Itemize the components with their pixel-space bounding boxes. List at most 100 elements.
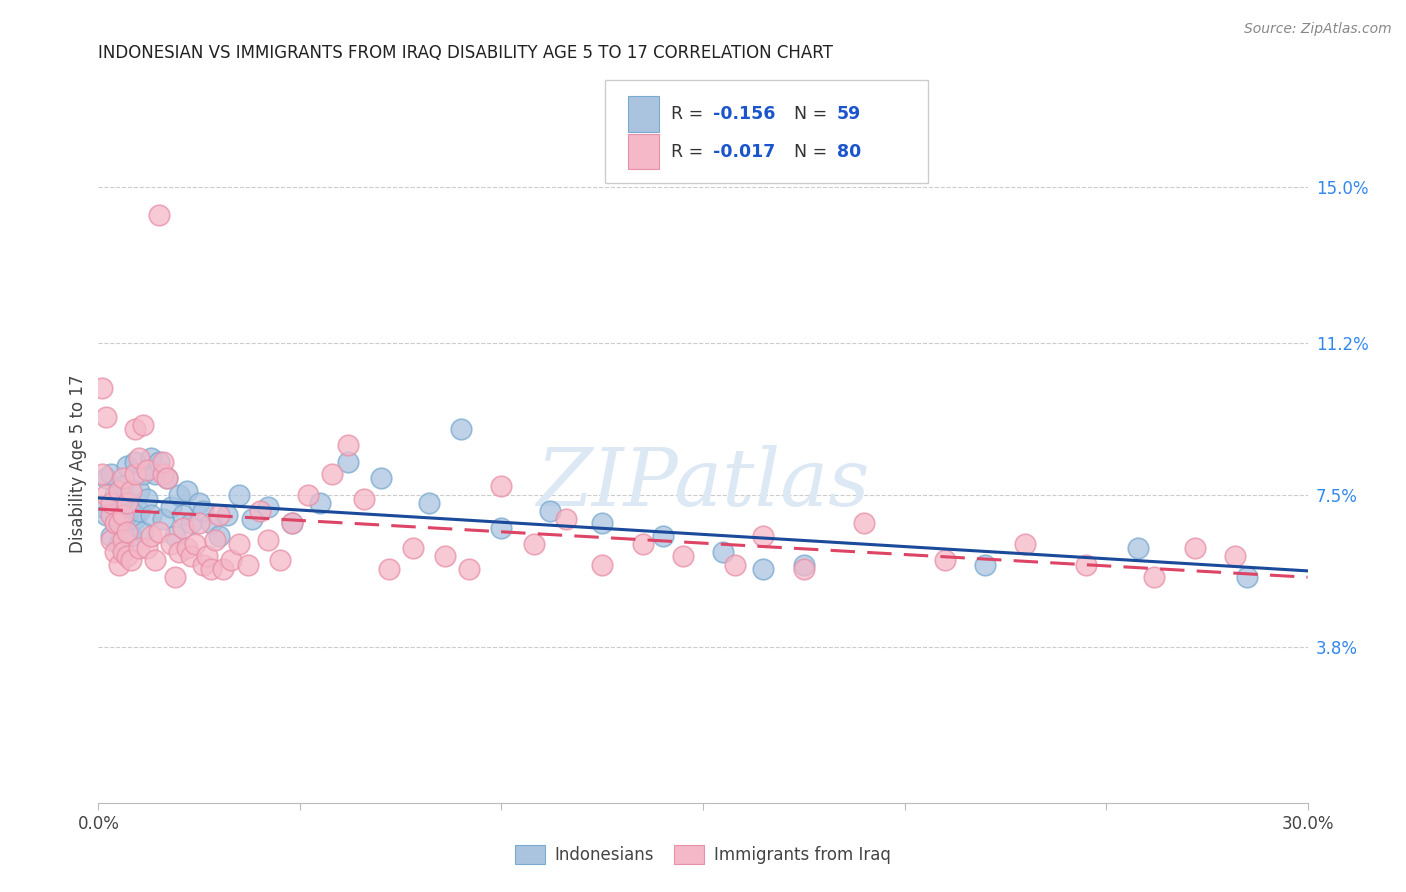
Point <box>135 491 157 506</box>
Point <box>111 533 134 547</box>
Point <box>124 512 146 526</box>
Point <box>124 455 146 469</box>
Point <box>724 558 747 572</box>
Point <box>523 537 546 551</box>
Point <box>370 471 392 485</box>
Point <box>188 496 211 510</box>
Point <box>281 516 304 531</box>
Point <box>120 483 142 498</box>
Point <box>221 553 243 567</box>
Point <box>91 467 114 482</box>
Point <box>107 483 129 498</box>
Point <box>450 422 472 436</box>
Point <box>115 458 138 473</box>
Point <box>148 455 170 469</box>
Point <box>269 553 291 567</box>
Point <box>100 529 122 543</box>
Point <box>132 467 155 482</box>
Point <box>711 545 734 559</box>
Point <box>111 479 134 493</box>
Point <box>172 508 194 523</box>
Point <box>156 471 179 485</box>
Text: ZIPatlas: ZIPatlas <box>536 445 870 523</box>
Point <box>180 549 202 564</box>
Point <box>591 516 613 531</box>
Point <box>111 545 134 559</box>
Point <box>184 537 207 551</box>
Text: R =: R = <box>671 105 709 123</box>
Point <box>591 558 613 572</box>
Point <box>1143 570 1166 584</box>
Point <box>176 541 198 555</box>
Point <box>107 491 129 506</box>
Point <box>124 467 146 482</box>
Point <box>337 455 360 469</box>
Point <box>107 558 129 572</box>
Point <box>100 533 122 547</box>
Point <box>281 516 304 531</box>
Point <box>631 537 654 551</box>
Text: -0.017: -0.017 <box>713 143 775 161</box>
Point <box>793 558 815 572</box>
Text: 59: 59 <box>837 105 860 123</box>
Point <box>240 512 263 526</box>
Point <box>115 524 138 539</box>
Point <box>208 508 231 523</box>
Text: -0.156: -0.156 <box>713 105 775 123</box>
Point <box>91 381 114 395</box>
Point <box>135 541 157 555</box>
Point <box>434 549 457 564</box>
Point <box>120 553 142 567</box>
Point <box>1184 541 1206 555</box>
Point <box>458 561 481 575</box>
Point <box>139 450 162 465</box>
Point <box>1014 537 1036 551</box>
Point <box>256 533 278 547</box>
Point <box>152 467 174 482</box>
Point <box>152 512 174 526</box>
Legend: Indonesians, Immigrants from Iraq: Indonesians, Immigrants from Iraq <box>506 837 900 872</box>
Point <box>132 524 155 539</box>
Point <box>96 508 118 523</box>
Point <box>538 504 561 518</box>
Point <box>152 455 174 469</box>
Point <box>195 549 218 564</box>
Point <box>1128 541 1150 555</box>
Point <box>172 520 194 534</box>
Point <box>188 516 211 531</box>
Point <box>107 537 129 551</box>
Point <box>555 512 578 526</box>
Point <box>180 516 202 531</box>
Point <box>672 549 695 564</box>
Point <box>217 508 239 523</box>
Point <box>111 471 134 485</box>
Point <box>256 500 278 514</box>
Point <box>111 500 134 514</box>
Point <box>103 488 125 502</box>
Point <box>96 471 118 485</box>
Point <box>208 529 231 543</box>
Point <box>1223 549 1246 564</box>
Point <box>228 537 250 551</box>
Point <box>1236 570 1258 584</box>
Point <box>128 541 150 555</box>
Point <box>120 529 142 543</box>
Point <box>148 524 170 539</box>
Point <box>752 561 775 575</box>
Point <box>249 504 271 518</box>
Point <box>111 508 134 523</box>
Point <box>934 553 956 567</box>
Point <box>163 529 186 543</box>
Point <box>167 545 190 559</box>
Point <box>377 561 399 575</box>
Point <box>491 479 513 493</box>
Point <box>96 409 118 424</box>
Point <box>135 463 157 477</box>
Point <box>193 504 215 518</box>
Text: Source: ZipAtlas.com: Source: ZipAtlas.com <box>1244 22 1392 37</box>
Point <box>91 500 114 514</box>
Point <box>193 558 215 572</box>
Point <box>176 483 198 498</box>
Point <box>297 488 319 502</box>
Point <box>139 508 162 523</box>
